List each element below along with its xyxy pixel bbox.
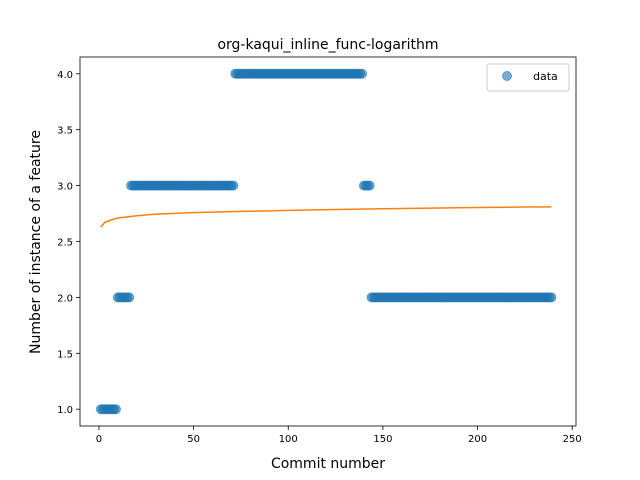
x-tick-label: 200 <box>468 434 487 445</box>
data-point <box>228 180 239 191</box>
x-tick-label: 150 <box>373 434 392 445</box>
y-tick-label: 3.5 <box>57 126 73 137</box>
y-tick-label: 2.5 <box>57 238 73 249</box>
data-point <box>546 292 557 303</box>
x-tick-label: 250 <box>563 434 582 445</box>
data-point <box>364 180 375 191</box>
x-tick-label: 50 <box>187 434 200 445</box>
legend-box <box>486 63 570 92</box>
x-axis: 0 50 100 150 200 250 <box>96 426 582 445</box>
legend: data <box>486 63 570 92</box>
chart-title: org-kaqui_inline_func-logarithm <box>217 37 438 53</box>
y-tick-label: 2.0 <box>57 293 73 304</box>
y-axis: 1.0 1.5 2.0 2.5 3.0 3.5 4.0 <box>57 70 80 416</box>
data-point <box>110 404 121 415</box>
x-tick-label: 100 <box>279 434 298 445</box>
x-axis-label: Commit number <box>271 456 385 472</box>
y-tick-label: 1.0 <box>57 405 73 416</box>
y-tick-label: 4.0 <box>57 70 73 81</box>
y-axis-label: Number of instance of a feature <box>28 130 44 354</box>
x-tick-label: 0 <box>96 434 102 445</box>
plot-area <box>95 68 557 415</box>
data-point <box>124 292 135 303</box>
data-point <box>357 68 368 79</box>
fit-line <box>100 206 552 228</box>
legend-label-data: data <box>533 70 558 83</box>
y-tick-label: 3.0 <box>57 182 73 193</box>
legend-marker-data <box>502 71 512 81</box>
y-tick-label: 1.5 <box>57 349 73 360</box>
